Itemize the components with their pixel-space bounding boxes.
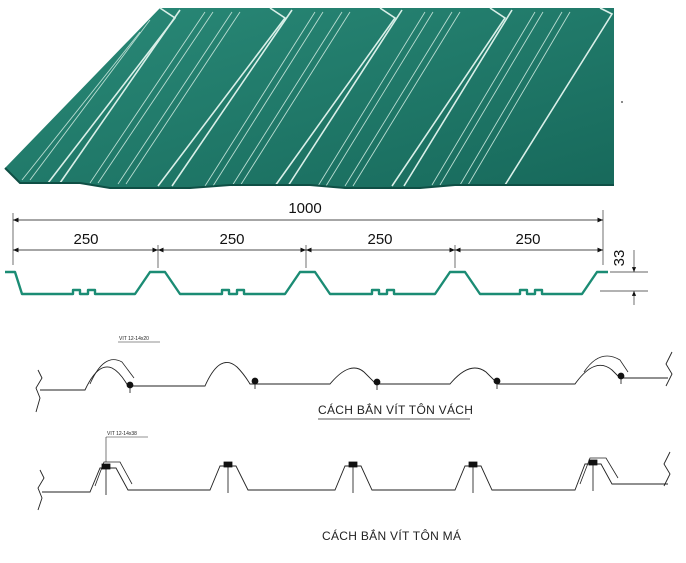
sheet-illustration <box>4 7 623 189</box>
wall-profile <box>40 362 668 391</box>
pitch-label: 250 <box>515 231 540 248</box>
roof-fixing-drawing <box>37 436 671 511</box>
height-label: 33 <box>611 250 628 267</box>
sheet-profile <box>5 270 608 296</box>
sheet-body <box>5 8 614 188</box>
sheet-front-edge <box>4 167 614 189</box>
sheet-ribs <box>47 7 614 187</box>
dimension-drawing: 1000 250 250 250 250 33 <box>5 200 648 305</box>
roof-caption: CÁCH BẮN VÍT TÔN MÁ <box>322 528 461 543</box>
pitch-label: 250 <box>73 231 98 248</box>
roof-screw-note: VIT 12-14x38 <box>107 431 137 437</box>
sheet-stiffeners <box>21 11 571 187</box>
wall-fixing-drawing <box>35 341 673 413</box>
speck <box>621 101 623 103</box>
pitch-label: 250 <box>367 231 392 248</box>
wall-screw-note: VIT 12-14x20 <box>119 336 149 342</box>
wall-caption: CÁCH BẮN VÍT TÔN VÁCH <box>318 402 473 417</box>
overall-dimension-label: 1000 <box>288 200 321 217</box>
roof-profile <box>42 463 668 493</box>
pitch-label: 250 <box>219 231 244 248</box>
